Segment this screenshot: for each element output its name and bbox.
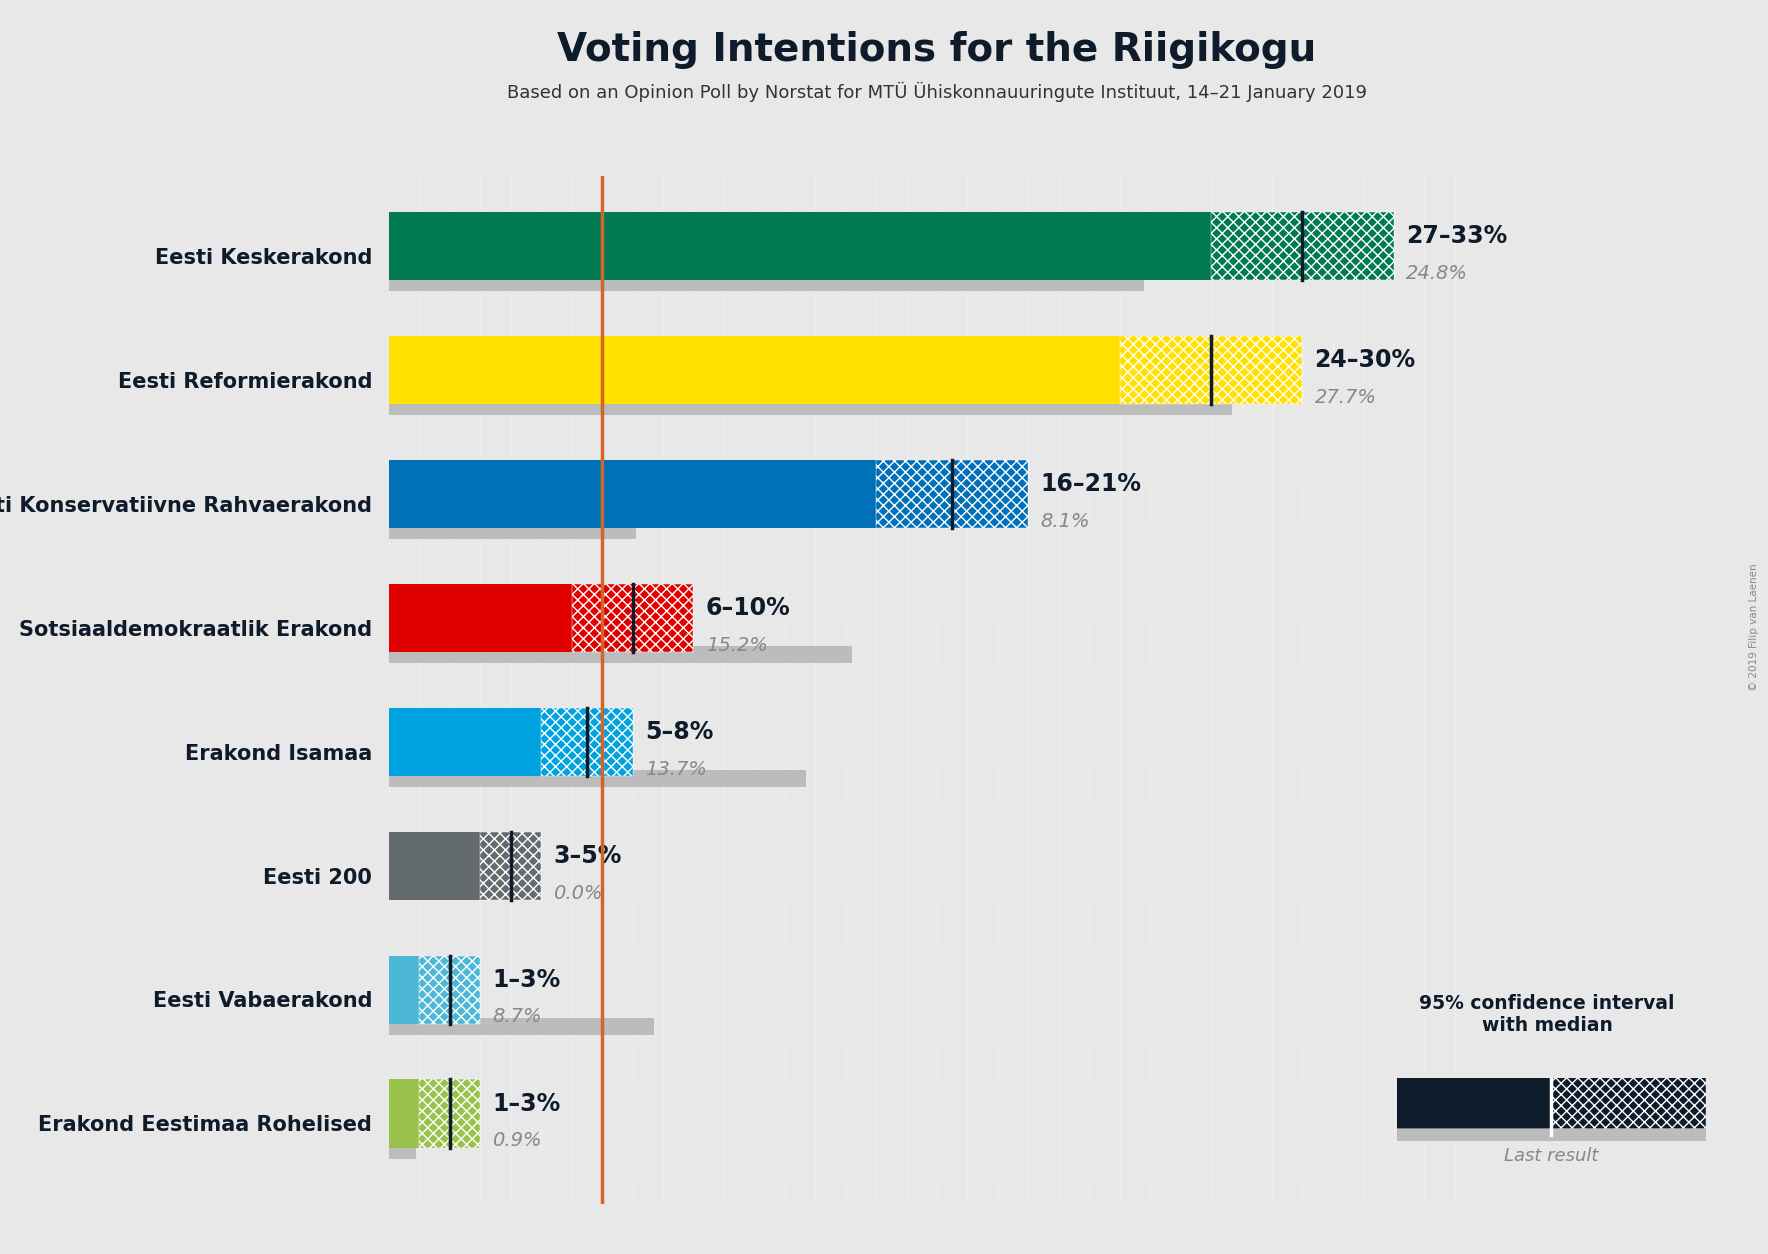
Text: 0.9%: 0.9% — [493, 1131, 543, 1150]
Text: 27–33%: 27–33% — [1406, 224, 1506, 248]
Bar — [419, 1080, 481, 1147]
Bar — [481, 831, 541, 900]
Bar — [389, 956, 419, 1023]
Bar — [571, 584, 693, 652]
Bar — [389, 1080, 419, 1147]
Bar — [389, 707, 541, 776]
Bar — [419, 956, 481, 1023]
Bar — [1552, 1072, 1706, 1129]
Text: 3–5%: 3–5% — [553, 844, 622, 868]
Bar — [877, 460, 1029, 528]
Text: 8.7%: 8.7% — [493, 1007, 543, 1027]
Bar — [389, 770, 806, 788]
Bar — [389, 1018, 654, 1035]
Bar — [389, 646, 852, 663]
Text: 24.8%: 24.8% — [1406, 265, 1467, 283]
Bar — [389, 831, 481, 900]
Bar — [389, 584, 571, 652]
Bar — [389, 212, 1211, 281]
Text: 5–8%: 5–8% — [645, 720, 713, 744]
Text: 1–3%: 1–3% — [493, 1092, 560, 1116]
Text: 16–21%: 16–21% — [1041, 473, 1142, 497]
Bar — [1397, 1129, 1706, 1144]
Text: © 2019 Filip van Laenen: © 2019 Filip van Laenen — [1749, 563, 1759, 691]
Text: Voting Intentions for the Riigikogu: Voting Intentions for the Riigikogu — [557, 31, 1317, 69]
Text: 95% confidence interval
with median: 95% confidence interval with median — [1420, 993, 1674, 1035]
Bar — [541, 707, 633, 776]
Bar — [389, 522, 636, 539]
Bar — [389, 460, 877, 528]
Text: 0.0%: 0.0% — [553, 884, 603, 903]
Text: 15.2%: 15.2% — [705, 636, 767, 655]
Bar — [1397, 1072, 1552, 1129]
Bar — [1211, 212, 1393, 281]
Text: Based on an Opinion Poll by Norstat for MTÜ Ühiskonnauuringute Instituut, 14–21 : Based on an Opinion Poll by Norstat for … — [507, 82, 1367, 102]
Text: 8.1%: 8.1% — [1041, 512, 1091, 530]
Bar — [1119, 336, 1303, 404]
Text: 1–3%: 1–3% — [493, 968, 560, 992]
Bar — [389, 1141, 417, 1159]
Text: 6–10%: 6–10% — [705, 596, 790, 619]
Bar — [389, 336, 1119, 404]
Text: 24–30%: 24–30% — [1315, 349, 1416, 372]
Bar — [389, 275, 1144, 291]
Text: 27.7%: 27.7% — [1315, 387, 1377, 408]
Text: Last result: Last result — [1505, 1147, 1598, 1165]
Bar — [389, 399, 1232, 415]
Text: 13.7%: 13.7% — [645, 760, 707, 779]
